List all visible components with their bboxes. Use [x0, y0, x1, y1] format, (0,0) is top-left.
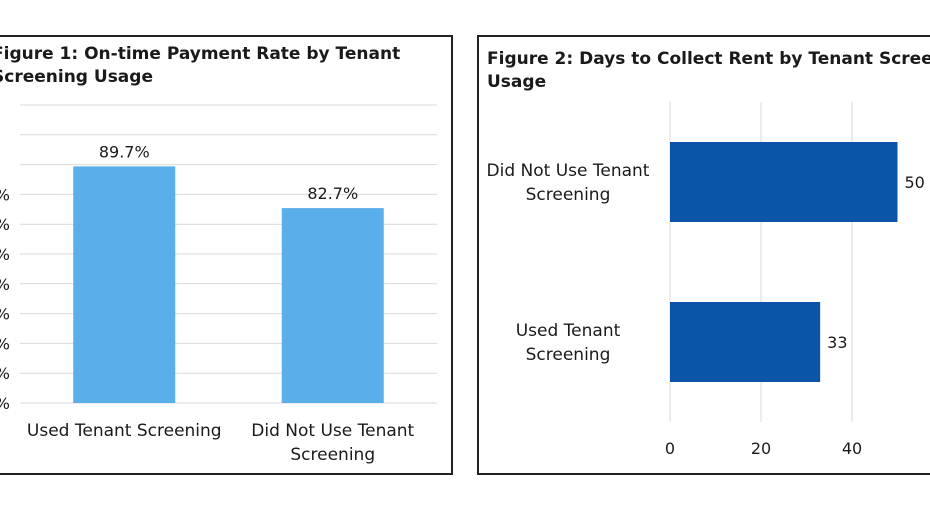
bar	[73, 166, 176, 403]
y-tick-label: %	[0, 215, 10, 234]
chart-title: Figure 2: Days to Collect Rent by Tenant…	[487, 48, 930, 94]
chart-title: Figure 1: On-time Payment Rate by Tenant…	[0, 43, 400, 89]
y-tick-label: Used Tenant Screening	[516, 321, 621, 365]
y-tick-label: Did Not Use Tenant Screening	[487, 161, 650, 205]
x-tick-label: 20	[751, 439, 771, 458]
y-tick-label: %	[0, 394, 10, 413]
y-tick-label: %	[0, 275, 10, 294]
bar	[281, 208, 384, 403]
x-tick-label: 40	[842, 439, 862, 458]
y-tick-label: %	[0, 334, 10, 353]
y-tick-label: %	[0, 245, 10, 264]
bar	[670, 142, 898, 222]
chart-panel-days-to-collect: Figure 2: Days to Collect Rent by Tenant…	[477, 35, 930, 475]
data-label: 50	[905, 173, 925, 192]
x-tick-label: 0	[665, 439, 675, 458]
bar	[670, 302, 821, 382]
y-tick-label: %	[0, 305, 10, 324]
chart-title-line-1: Figure 2: Days to Collect Rent by Tenant…	[487, 49, 930, 69]
data-label: 89.7%	[99, 142, 150, 161]
bar-chart-days-to-collect: 0 20 40 50 Did Not Use Tenant Screening 33 Used…	[487, 102, 925, 458]
data-label: 33	[827, 333, 847, 352]
y-tick-label: %	[0, 185, 10, 204]
y-tick-label: %	[0, 364, 10, 383]
data-label: 82.7%	[307, 184, 358, 203]
chart-panel-on-time-payment: Figure 1: On-time Payment Rate by Tenant…	[0, 35, 453, 475]
chart-title-line-1: Figure 1: On-time Payment Rate by Tenant	[0, 44, 401, 64]
chart-title-line-2: Usage	[487, 72, 547, 92]
x-tick-label: Used Tenant Screening	[27, 421, 222, 441]
x-tick-label: Did Not Use Tenant Screening	[251, 421, 414, 465]
bar-chart-on-time-payment: %%%%%%%% 89.7% 82.7% Used Tenant Screening D…	[0, 104, 437, 465]
chart-title-line-2: Screening Usage	[0, 67, 153, 87]
